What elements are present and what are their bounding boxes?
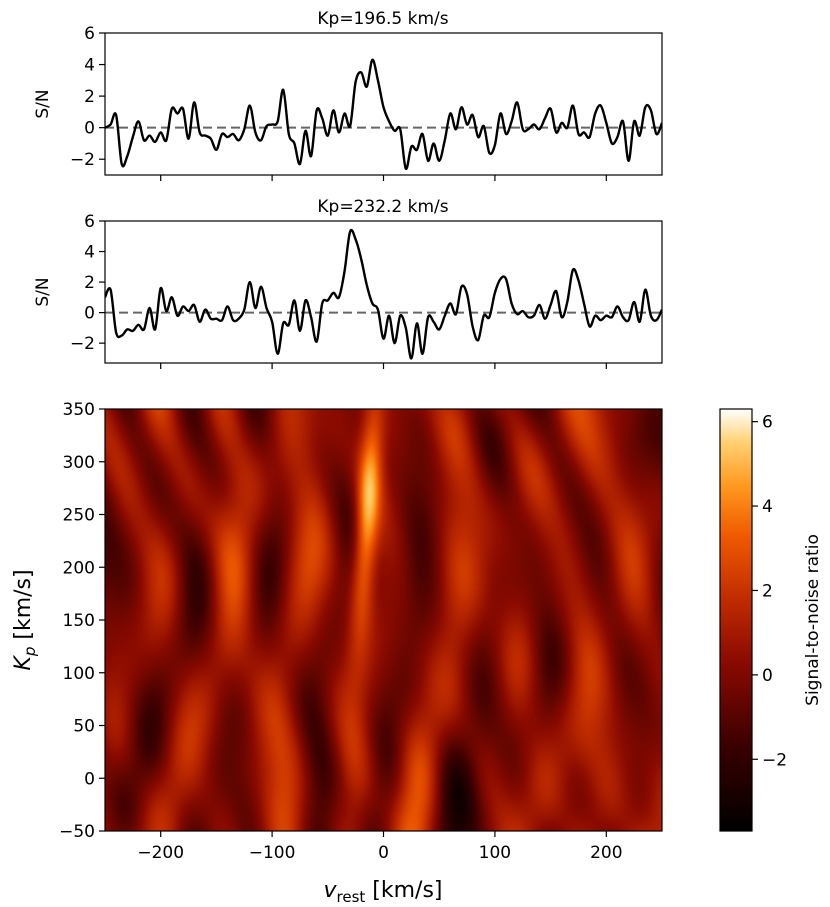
y-tick-label: −2 — [70, 150, 95, 170]
y-tick-label: 200 — [63, 558, 95, 578]
heatmap-panel: −50 0 50 100 150 200 250 300 350 −200 −100 0 100 200… — [11, 400, 663, 906]
colorbar-ticks: −2 0 2 4 6 — [752, 413, 787, 770]
panel1-title: Kp=196.5 km/s — [317, 9, 448, 29]
colorbar-frame — [719, 408, 753, 832]
y-tick-label: 350 — [63, 400, 95, 420]
y-tick-label: −50 — [59, 822, 95, 842]
colorbar-label: Signal-to-noise ratio — [803, 534, 823, 706]
panel1-x-ticks — [160, 175, 607, 181]
y-tick-label: 100 — [63, 664, 95, 684]
y-tick-label: 4 — [84, 243, 95, 263]
colorbar-gradient — [720, 409, 752, 831]
colorbar-tick-label: 2 — [762, 581, 773, 601]
heatmap-xlabel-unit: [km/s] — [365, 878, 442, 903]
y-tick-label: 0 — [84, 119, 95, 139]
y-tick-label: 50 — [73, 717, 95, 737]
panel2-frame — [104, 220, 663, 364]
colorbar-tick-label: 6 — [762, 413, 773, 433]
x-tick-label: −100 — [249, 843, 296, 863]
y-tick-label: 250 — [63, 506, 95, 526]
x-tick-label: 200 — [590, 843, 622, 863]
panel2-title: Kp=232.2 km/s — [317, 197, 448, 217]
x-tick-label: −200 — [137, 843, 184, 863]
panel2-series-line — [105, 228, 662, 360]
heatmap-xlabel: vrest [km/s] — [323, 878, 442, 906]
y-tick-label: 2 — [84, 87, 95, 107]
panel2-y-ticks: −2 0 2 4 6 — [70, 212, 105, 354]
heatmap-xlabel-subscript: rest — [337, 888, 366, 906]
panel-kp-232: Kp=232.2 km/s S/N −2 0 2 4 6 — [33, 197, 663, 369]
heatmap-x-ticks: −200 −100 0 100 200 — [137, 831, 623, 863]
y-tick-label: 0 — [84, 769, 95, 789]
panel1-series-line — [105, 58, 662, 170]
heatmap-ylabel-symbol: K — [11, 655, 36, 671]
y-tick-label: 300 — [63, 453, 95, 473]
panel1-frame — [104, 32, 663, 176]
y-tick-label: 6 — [84, 24, 95, 44]
y-tick-label: −2 — [70, 334, 95, 354]
panel-kp-196: Kp=196.5 km/s S/N −2 0 2 4 6 — [33, 9, 663, 181]
heatmap-ylabel: Kp [km/s] — [11, 569, 39, 670]
heatmap-ylabel-subscript: p — [21, 647, 39, 658]
x-tick-label: 100 — [479, 843, 511, 863]
y-tick-label: 6 — [84, 212, 95, 232]
y-tick-label: 2 — [84, 273, 95, 293]
heatmap-y-ticks: −50 0 50 100 150 200 250 300 350 — [59, 400, 105, 842]
heatmap-image — [105, 409, 662, 831]
colorbar-tick-label: 4 — [762, 497, 773, 517]
heatmap-xlabel-symbol: v — [323, 878, 337, 903]
panel1-y-ticks: −2 0 2 4 6 — [70, 24, 105, 170]
y-tick-label: 150 — [63, 611, 95, 631]
y-tick-label: 4 — [84, 56, 95, 76]
panel2-ylabel: S/N — [33, 277, 53, 306]
heatmap-ylabel-unit: [km/s] — [11, 569, 36, 646]
colorbar-tick-label: −2 — [762, 750, 787, 770]
panel1-ylabel: S/N — [33, 89, 53, 118]
x-tick-label: 0 — [378, 843, 389, 863]
panel2-x-ticks — [160, 363, 607, 369]
colorbar: −2 0 2 4 6 Signal-to-noise ratio — [719, 408, 823, 832]
y-tick-label: 0 — [84, 304, 95, 324]
colorbar-tick-label: 0 — [762, 666, 773, 686]
